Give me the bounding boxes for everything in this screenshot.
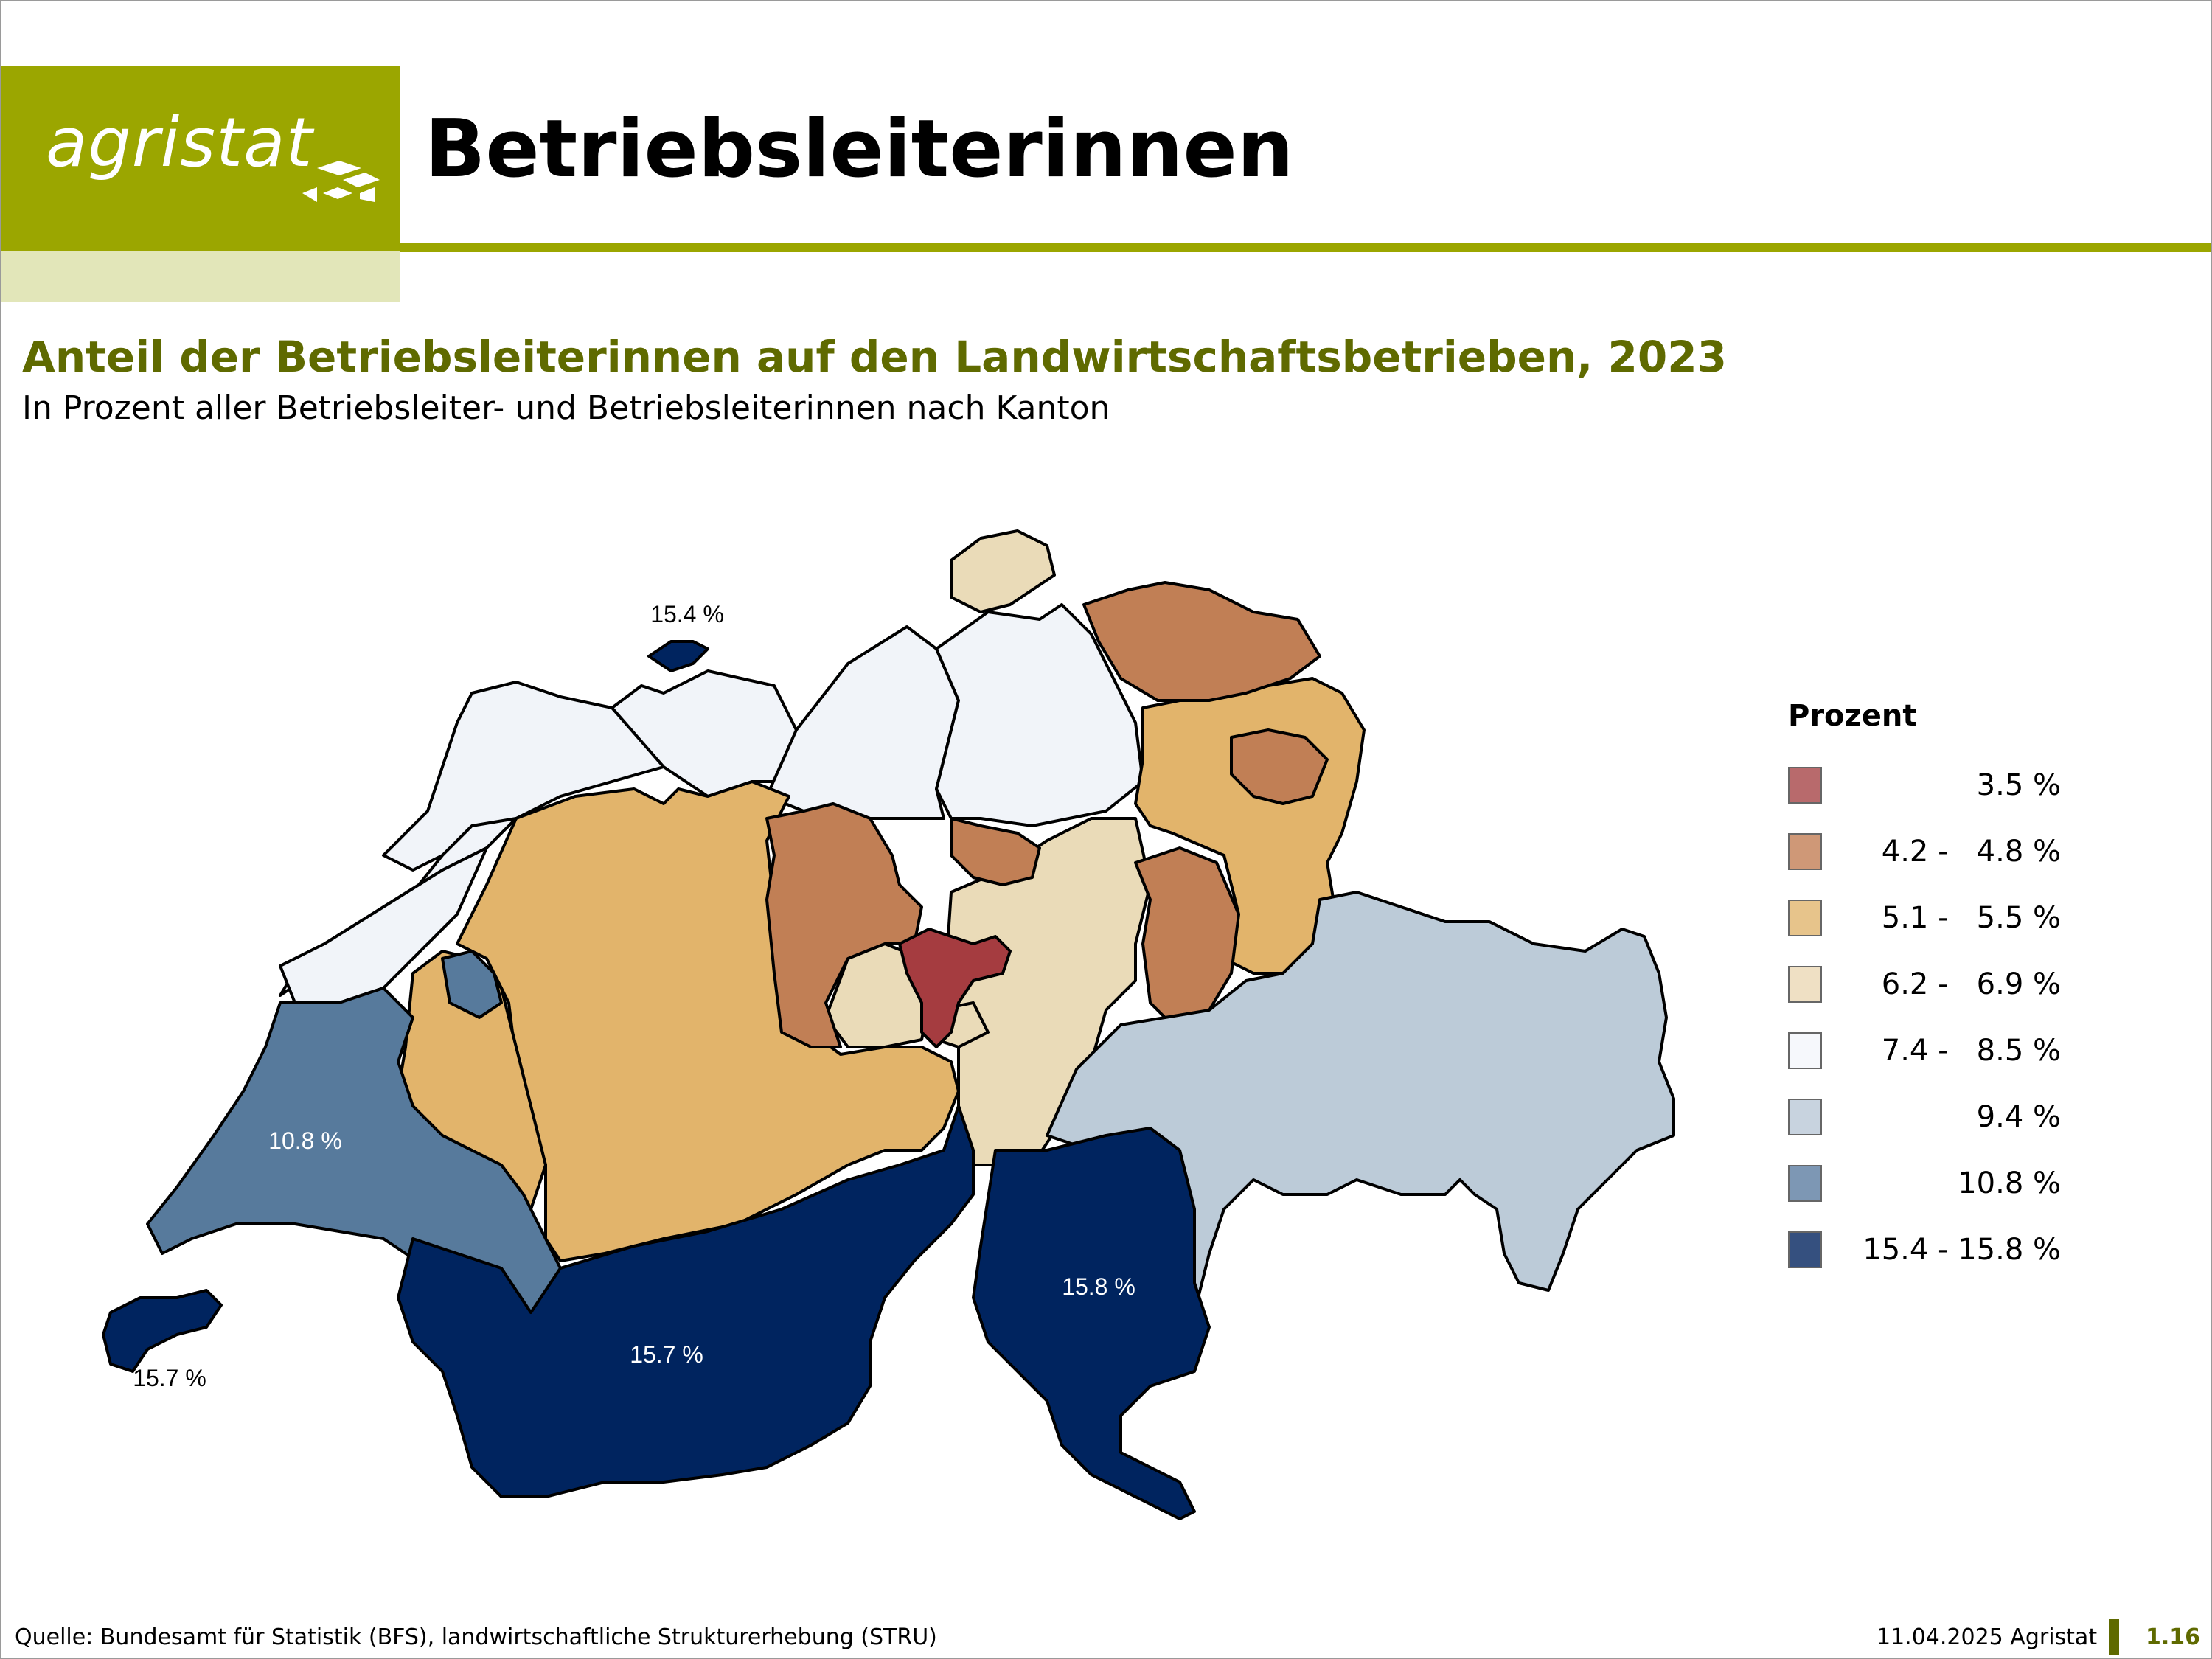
legend-swatch	[1788, 1231, 1822, 1268]
legend-item: 6.2 - 6.9 %	[1788, 953, 2068, 1019]
legend-swatch	[1788, 900, 1822, 936]
map-label-ticino: 15.8 %	[1062, 1273, 1135, 1300]
map-value-labels: 15.4 % 10.8 % 15.7 % 15.7 % 15.8 %	[133, 601, 1135, 1391]
legend-title: Prozent	[1788, 699, 1917, 733]
legend: Prozent 3.5 % 4.2 - 4.8 % 5.1 - 5.5 % 6.2 -…	[1788, 699, 2068, 1284]
region-zuerich	[935, 603, 1144, 827]
logo-wordmark: agristat	[46, 103, 313, 182]
footer-separator	[2109, 1619, 2119, 1655]
region-zug	[950, 817, 1041, 886]
page-number: 1.16	[2146, 1624, 2201, 1650]
region-geneva	[102, 1289, 223, 1373]
region-luzern	[765, 802, 923, 1048]
legend-label: 4.2 - 4.8 %	[1881, 835, 2061, 869]
region-nidwalden-centre	[898, 928, 1012, 1048]
legend-item: 15.4 - 15.8 %	[1788, 1218, 2068, 1284]
region-basel-stadt	[647, 640, 709, 672]
map-label-basel: 15.4 %	[650, 601, 724, 627]
legend-swatch	[1788, 1099, 1822, 1135]
legend-item: 4.2 - 4.8 %	[1788, 820, 2068, 886]
legend-label: 7.4 - 8.5 %	[1881, 1034, 2061, 1068]
logo-shade	[1, 251, 400, 302]
region-fribourg-enclave	[441, 950, 503, 1019]
chart-subtitle: In Prozent aller Betriebsleiter- und Bet…	[22, 389, 1110, 427]
legend-item: 7.4 - 8.5 %	[1788, 1019, 2068, 1085]
logo-panel	[1, 66, 400, 251]
footer-source: Quelle: Bundesamt für Statistik (BFS), l…	[15, 1624, 937, 1650]
legend-item: 5.1 - 5.5 %	[1788, 886, 2068, 953]
page-title: Betriebsleiterinnen	[425, 103, 1294, 195]
region-aargau	[765, 625, 960, 820]
footer-date: 11.04.2025 Agristat	[1877, 1624, 2098, 1650]
legend-swatch	[1788, 767, 1822, 804]
chart-title: Anteil der Betriebsleiterinnen auf den L…	[22, 332, 1727, 382]
legend-label: 3.5 %	[1976, 768, 2061, 802]
legend-swatch	[1788, 1032, 1822, 1069]
legend-item: 3.5 %	[1788, 754, 2068, 820]
region-graubuenden	[1046, 891, 1675, 1329]
legend-label: 5.1 - 5.5 %	[1881, 901, 2061, 935]
legend-label: 10.8 %	[1958, 1166, 2061, 1200]
logo-diamond-icon	[302, 161, 380, 202]
title-rule	[400, 243, 2211, 252]
legend-item: 10.8 %	[1788, 1152, 2068, 1218]
legend-label: 6.2 - 6.9 %	[1881, 967, 2061, 1001]
region-schaffhausen	[950, 529, 1056, 613]
map-label-vaud: 10.8 %	[268, 1127, 342, 1154]
legend-item: 9.4 %	[1788, 1085, 2068, 1152]
map-label-geneva: 15.7 %	[133, 1365, 206, 1391]
region-appenzell	[1230, 728, 1329, 805]
region-thurgau	[1082, 581, 1321, 702]
legend-swatch	[1788, 833, 1822, 870]
legend-swatch	[1788, 966, 1822, 1003]
legend-label: 9.4 %	[1976, 1100, 2061, 1134]
region-jura-nordwest	[382, 681, 665, 872]
region-valais	[397, 1105, 975, 1498]
legend-swatch	[1788, 1165, 1822, 1202]
map-label-valais: 15.7 %	[630, 1341, 703, 1368]
legend-label: 15.4 - 15.8 %	[1863, 1233, 2061, 1267]
legend-items: 3.5 % 4.2 - 4.8 % 5.1 - 5.5 % 6.2 - 6.9 % 7.…	[1788, 754, 2068, 1284]
region-ticino	[972, 1127, 1211, 1520]
